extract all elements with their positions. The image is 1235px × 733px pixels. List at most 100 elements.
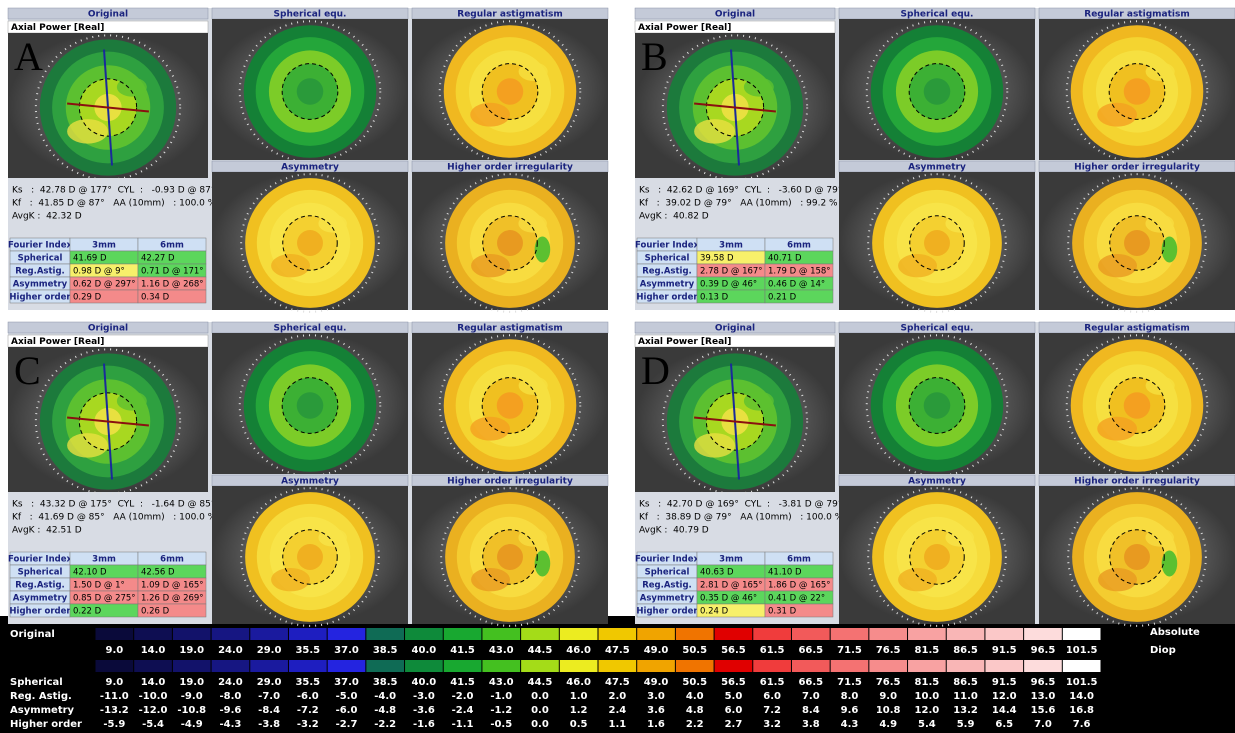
panel-letter: B	[641, 34, 668, 79]
fourier-value: 0.22 D	[73, 607, 102, 617]
row-label: Spherical	[18, 568, 63, 578]
scale-value: 0.5	[570, 719, 588, 730]
view-title: Regular astigmatism	[1084, 10, 1189, 20]
scale-value: 43.0	[489, 677, 514, 688]
scale-value: 66.5	[798, 645, 823, 656]
scale-value: -10.8	[177, 705, 206, 716]
map-zone	[1097, 417, 1137, 441]
fourier-value: 2.78 D @ 167°	[700, 267, 763, 277]
map-zone	[519, 376, 548, 395]
scale-swatch	[405, 628, 443, 640]
map-zone	[1097, 103, 1137, 127]
scale-value: 35.5	[295, 677, 320, 688]
scale-value: -2.0	[452, 691, 474, 702]
scale-swatch	[715, 628, 753, 640]
scale-value: 9.6	[841, 705, 859, 716]
table-header: 6mm	[160, 555, 184, 565]
scale-value: -3.6	[413, 705, 435, 716]
scale-swatch	[482, 628, 520, 640]
fourier-value: 0.24 D	[700, 607, 729, 617]
table-header: 3mm	[92, 241, 116, 251]
map-zone	[924, 392, 951, 419]
scale-swatch	[521, 628, 559, 640]
map-zone	[117, 392, 147, 411]
table-header: Fourier Index	[8, 555, 72, 565]
scale-value: 35.5	[295, 645, 320, 656]
scale-value: 15.6	[1031, 705, 1056, 716]
view-title: Original	[88, 10, 128, 20]
map-zone	[898, 568, 937, 591]
scale-value: -13.2	[100, 705, 129, 716]
scale-swatch	[173, 628, 211, 640]
scale-unit: Diop	[1150, 645, 1176, 656]
fourier-value: 1.79 D @ 158°	[768, 267, 831, 277]
map-zone	[497, 544, 523, 570]
scale-value: 14.0	[1069, 691, 1094, 702]
scale-value: -2.7	[336, 719, 358, 730]
fourier-value: 42.56 D	[141, 568, 175, 578]
scale-swatch	[521, 660, 559, 672]
scale-value: -4.8	[374, 705, 396, 716]
scale-value: 38.5	[373, 677, 398, 688]
scale-value: 47.5	[605, 677, 630, 688]
map-zone	[744, 392, 774, 411]
scale-swatch	[1063, 660, 1101, 672]
fourier-value: 40.71 D	[768, 254, 802, 264]
map-zone	[1145, 528, 1174, 546]
scale-value: 11.0	[953, 691, 978, 702]
row-label: Reg.Astig.	[15, 581, 65, 591]
scale-value: 38.5	[373, 645, 398, 656]
map-zone	[1145, 214, 1174, 232]
scale-value: 2.4	[608, 705, 626, 716]
scale-swatch	[250, 628, 288, 640]
map-zone	[1098, 254, 1137, 277]
scale-value: -5.9	[103, 719, 125, 730]
scale-value: 40.0	[412, 677, 437, 688]
map-zone	[744, 78, 774, 97]
fourier-value: 0.29 D	[73, 293, 102, 303]
scale-swatch	[366, 628, 404, 640]
scale-value: 13.2	[953, 705, 978, 716]
scale-swatch	[792, 660, 830, 672]
scale-value: 9.0	[879, 691, 897, 702]
map-zone	[518, 528, 547, 546]
map-zone	[67, 119, 108, 144]
scale-value: -8.0	[219, 691, 241, 702]
fourier-value: 0.39 D @ 46°	[700, 280, 757, 290]
scale-value: -9.0	[181, 691, 203, 702]
dropdown-label: Axial Power [Real]	[638, 337, 731, 347]
scale-value: 0.0	[531, 705, 549, 716]
map-zone	[297, 78, 324, 105]
scale-value: 10.8	[876, 705, 901, 716]
fourier-value: 1.16 D @ 268°	[141, 280, 204, 290]
scale-value: 43.0	[489, 645, 514, 656]
scale-swatch	[715, 660, 753, 672]
scale-value: 49.0	[644, 645, 669, 656]
keratometry-line: Kf : 39.02 D @ 79° AA (10mm) : 99.2 %	[639, 199, 838, 209]
scale-value: 86.5	[953, 645, 978, 656]
view-title: Original	[715, 324, 755, 334]
scale-value: -7.2	[297, 705, 319, 716]
fourier-value: 0.98 D @ 9°	[73, 267, 125, 277]
map-zone	[318, 528, 347, 546]
scale-value: 14.0	[141, 645, 166, 656]
dropdown-label: Axial Power [Real]	[11, 23, 104, 33]
scale-swatch	[134, 628, 172, 640]
scale-value: 50.5	[682, 645, 707, 656]
scale-swatch	[289, 628, 327, 640]
panel-letter: A	[14, 34, 43, 79]
scale-swatch	[482, 660, 520, 672]
view-title: Spherical equ.	[901, 10, 974, 20]
scale-value: 96.5	[1031, 645, 1056, 656]
scale-value: 1.0	[570, 691, 588, 702]
fourier-value: 0.85 D @ 275°	[73, 594, 136, 604]
scale-value: 2.0	[608, 691, 626, 702]
scale-value: 4.3	[841, 719, 859, 730]
view-title: Spherical equ.	[274, 10, 347, 20]
fourier-value: 42.27 D	[141, 254, 175, 264]
scale-value: 13.0	[1031, 691, 1056, 702]
scale-value: 86.5	[953, 677, 978, 688]
scale-value: 46.0	[566, 645, 591, 656]
scale-swatch	[599, 660, 637, 672]
scale-swatch	[831, 628, 869, 640]
